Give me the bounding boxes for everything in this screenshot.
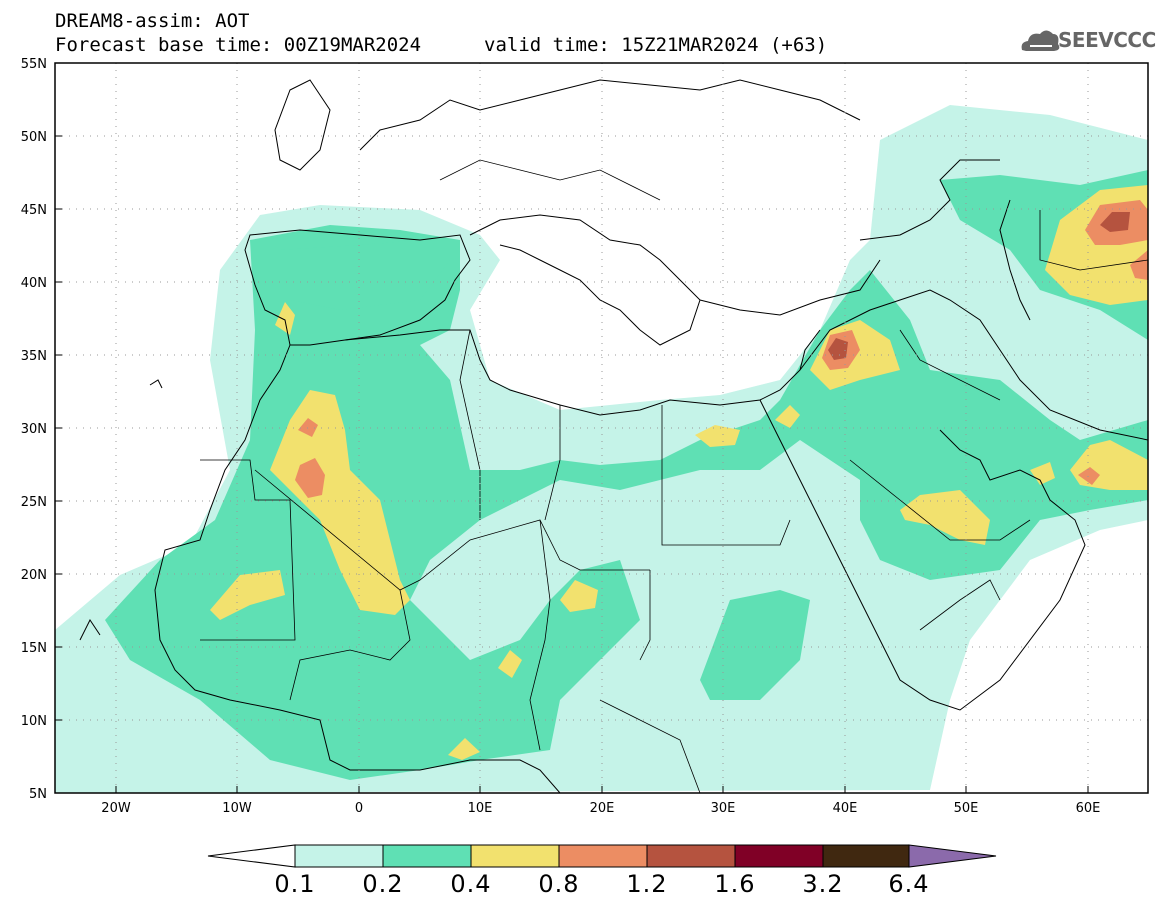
- colorbar-label-0: 0.1: [274, 870, 316, 898]
- lon-label-20e: 20E: [590, 801, 615, 816]
- lat-label-45n: 45N: [21, 203, 47, 218]
- colorbar-label-7: 6.4: [888, 870, 930, 898]
- colorbar-swatch-5: [734, 844, 824, 868]
- axis-ticks: [55, 135, 1089, 793]
- colorbar-label-4: 1.2: [626, 870, 668, 898]
- coastlines: [79, 79, 1148, 793]
- lat-label-55n: 55N: [21, 57, 47, 72]
- forecast-base-time: Forecast base time: 00Z19MAR2024: [55, 34, 422, 56]
- lat-label-25n: 25N: [21, 495, 47, 510]
- lon-label-40e: 40E: [833, 801, 858, 816]
- lon-label-10w: 10W: [222, 801, 252, 816]
- lon-label-10e: 10E: [468, 801, 493, 816]
- colorbar-swatch-0: [294, 844, 384, 868]
- lat-label-20n: 20N: [21, 568, 47, 583]
- colorbar-swatch-3: [558, 844, 648, 868]
- map-title: DREAM8-assim: AOT: [55, 10, 250, 32]
- lat-label-35n: 35N: [21, 349, 47, 364]
- country-borders: [200, 159, 1148, 793]
- lat-label-30n: 30N: [21, 422, 47, 437]
- colorbar-arrow-high: [908, 844, 997, 868]
- colorbar-label-6: 3.2: [802, 870, 844, 898]
- valid-time: valid time: 15Z21MAR2024 (+63): [484, 34, 828, 56]
- lon-label-30e: 30E: [711, 801, 736, 816]
- lon-label-0: 0: [355, 801, 363, 816]
- colorbar-arrow-low: [207, 844, 296, 868]
- lon-label-60e: 60E: [1076, 801, 1101, 816]
- cloud-icon: [1021, 30, 1060, 51]
- colorbar-label-2: 0.4: [450, 870, 492, 898]
- colorbar-swatch-6: [822, 844, 910, 868]
- graticule: [55, 63, 1148, 793]
- colorbar-label-5: 1.6: [714, 870, 756, 898]
- colorbar-label-3: 0.8: [538, 870, 580, 898]
- lon-label-50e: 50E: [954, 801, 979, 816]
- lat-label-50n: 50N: [21, 130, 47, 145]
- lat-label-5n: 5N: [29, 787, 47, 802]
- lat-label-40n: 40N: [21, 276, 47, 291]
- lon-label-20w: 20W: [101, 801, 131, 816]
- colorbar: [207, 844, 997, 868]
- lat-label-10n: 10N: [21, 714, 47, 729]
- colorbar-swatch-2: [470, 844, 560, 868]
- colorbar-swatch-1: [382, 844, 472, 868]
- seevccc-logo: SEEVCCC: [1058, 28, 1156, 52]
- colorbar-swatch-4: [646, 844, 736, 868]
- colorbar-label-1: 0.2: [362, 870, 404, 898]
- lat-label-15n: 15N: [21, 641, 47, 656]
